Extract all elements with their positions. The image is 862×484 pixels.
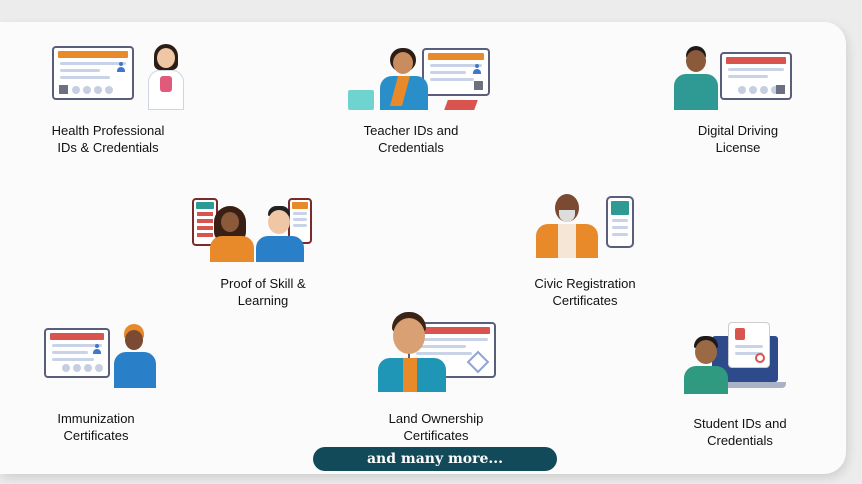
land-owner-illustration-icon bbox=[376, 312, 448, 392]
student-illustration-icon bbox=[682, 336, 730, 394]
immunization-label: Immunization Certificates bbox=[57, 411, 135, 443]
health-professional-label: Health Professional IDs & Credentials bbox=[51, 123, 165, 155]
woman-learner-illustration-icon bbox=[206, 206, 258, 262]
driving-license-card-icon bbox=[720, 52, 792, 100]
laptop-icon bbox=[348, 90, 374, 110]
teacher-illustration-icon bbox=[372, 46, 436, 112]
man-learner-illustration-icon bbox=[252, 206, 306, 262]
student-ids-label: Student IDs and Credentials bbox=[693, 416, 787, 448]
teacher-credential-card-icon bbox=[422, 48, 490, 96]
civic-registration-label: Civic Registration Certificates bbox=[534, 276, 636, 308]
laptop-base-icon bbox=[702, 382, 786, 388]
digital-driving-license-label: Digital Driving License bbox=[697, 123, 779, 155]
student-credential-card-icon bbox=[728, 322, 770, 368]
book-icon bbox=[444, 100, 478, 110]
elder-illustration-icon bbox=[534, 192, 600, 258]
proof-of-skill-label: Proof of Skill & Learning bbox=[220, 276, 306, 308]
driver-illustration-icon bbox=[672, 44, 722, 110]
teacher-label: Teacher IDs and Credentials bbox=[363, 123, 459, 155]
health-credential-card-icon bbox=[52, 46, 134, 100]
immunization-person-illustration-icon bbox=[110, 324, 160, 388]
doctor-illustration-icon bbox=[140, 42, 200, 110]
land-ownership-label: Land Ownership Certificates bbox=[388, 411, 484, 443]
and-many-more-banner: and many more... bbox=[313, 447, 557, 471]
immunization-card-icon bbox=[44, 328, 110, 378]
civic-phone-card-icon bbox=[606, 196, 634, 248]
